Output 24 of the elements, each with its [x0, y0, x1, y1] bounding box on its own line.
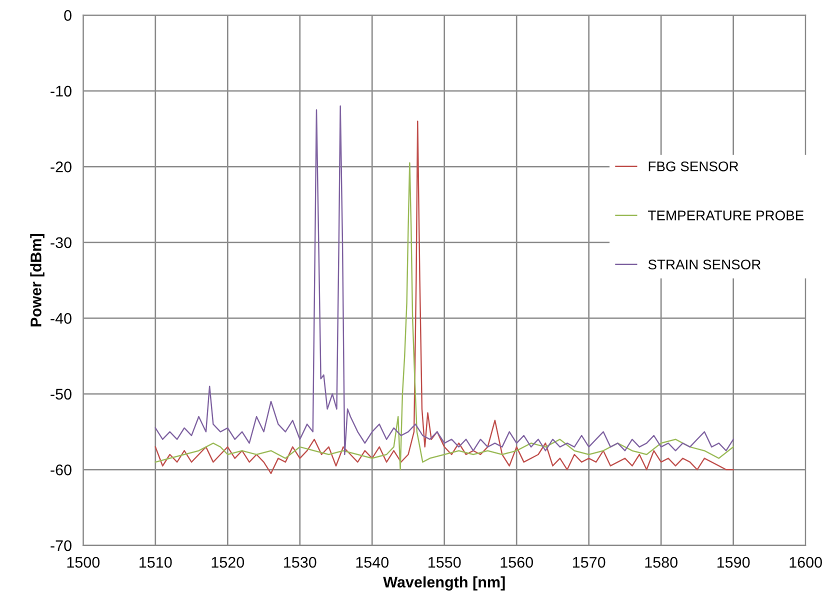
x-tick-label: 1540	[356, 556, 389, 568]
x-tick-label: 1510	[140, 556, 172, 568]
x-tick-label: 1580	[645, 556, 678, 568]
y-tick-label: -30	[50, 237, 72, 248]
x-axis-title: Wavelength [nm]	[383, 576, 505, 591]
x-tick-label: 1550	[428, 556, 461, 568]
x-tick-label: 1570	[573, 556, 606, 568]
x-tick-label: 1590	[717, 556, 750, 568]
y-tick-label: -50	[50, 388, 72, 400]
y-tick-label: -20	[50, 162, 72, 172]
y-tick-label: -60	[50, 464, 72, 476]
legend-label: TEMPERATURE PROBE	[648, 210, 804, 220]
legend-label: FBG SENSOR	[648, 161, 738, 172]
x-tick-label: 1560	[500, 556, 533, 568]
legend-label: STRAIN SENSOR	[648, 260, 761, 270]
y-tick-label: -70	[50, 540, 72, 552]
x-tick-label: 1530	[284, 556, 316, 568]
y-axis-title: Power [dBm]	[30, 234, 44, 326]
y-tick-label: -10	[50, 86, 72, 97]
x-tick-label: 1500	[67, 556, 100, 568]
x-tick-label: 1600	[790, 556, 822, 568]
y-tick-label: 0	[64, 10, 72, 21]
y-tick-label: -40	[50, 313, 72, 324]
x-tick-label: 1520	[212, 556, 244, 568]
